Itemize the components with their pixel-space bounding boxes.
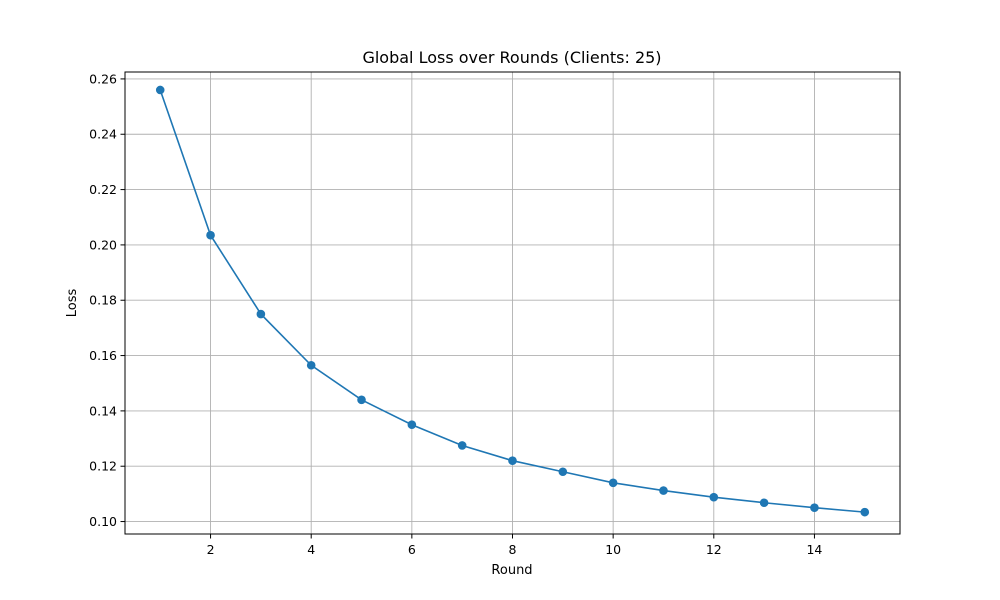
chart-title: Global Loss over Rounds (Clients: 25) [362, 48, 661, 67]
data-point [810, 503, 819, 513]
y-tick-label: 0.26 [89, 71, 117, 86]
y-tick-label: 0.24 [89, 127, 117, 142]
x-tick-label: 12 [706, 542, 722, 557]
y-tick-label: 0.18 [89, 293, 117, 308]
y-axis-label: Loss [65, 289, 80, 318]
data-point [306, 360, 316, 370]
x-tick-label: 2 [207, 542, 215, 557]
series-layer [155, 85, 870, 517]
x-tick-label: 8 [509, 542, 517, 557]
data-point [558, 467, 568, 477]
y-tick-label: 0.16 [89, 348, 117, 363]
x-axis: 2 4 6 8 10 12 14 [207, 534, 822, 557]
data-point [759, 498, 769, 508]
data-point [357, 395, 366, 405]
data-point [659, 486, 668, 495]
data-point [256, 309, 266, 319]
data-point [709, 492, 719, 502]
data-point [206, 230, 215, 240]
x-tick-label: 10 [605, 542, 621, 557]
x-tick-label: 14 [806, 542, 822, 557]
y-tick-label: 0.22 [89, 182, 117, 197]
data-point [508, 456, 517, 465]
data-point [155, 85, 165, 95]
y-tick-label: 0.12 [89, 459, 117, 474]
data-point [407, 420, 417, 430]
data-point [608, 478, 618, 488]
x-tick-label: 6 [408, 542, 416, 557]
x-tick-label: 4 [307, 542, 315, 557]
y-tick-label: 0.10 [89, 514, 117, 529]
y-tick-label: 0.20 [89, 237, 117, 252]
data-point [457, 441, 467, 450]
x-axis-label: Round [491, 563, 532, 578]
data-point [860, 507, 870, 517]
y-tick-label: 0.14 [89, 403, 117, 418]
y-axis: 0.10 0.12 0.14 0.16 0.18 0.20 0.22 0.24 0.26 [89, 71, 125, 529]
grid [125, 72, 900, 534]
